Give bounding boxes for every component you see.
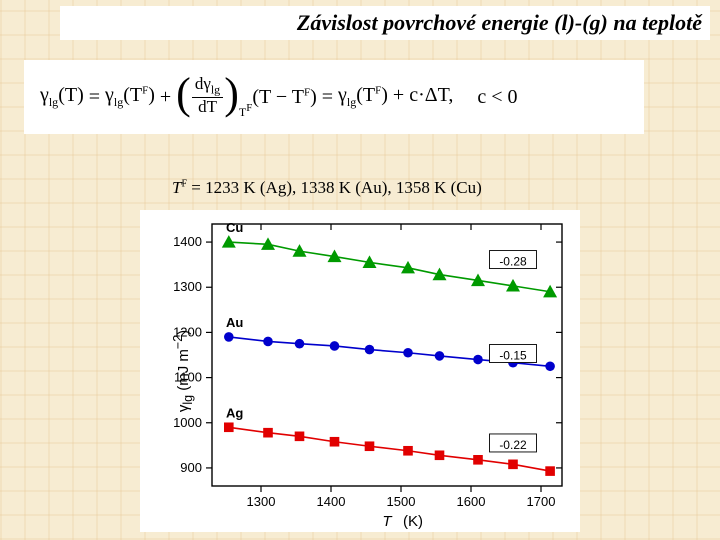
eq-sub: TF <box>239 102 252 120</box>
svg-text:900: 900 <box>180 460 202 475</box>
eq-lhs: γlg(T) <box>40 84 84 110</box>
page-title: Závislost povrchové energie (l)-(g) na t… <box>60 6 710 40</box>
chart: γlg (mJ m−2) 130014001500160017009001000… <box>140 210 580 532</box>
eq-term1a: γlg(TF) <box>105 84 155 110</box>
chart-svg: 1300140015001600170090010001100120013001… <box>140 210 580 532</box>
svg-text:-0.28: -0.28 <box>499 255 527 269</box>
svg-text:1400: 1400 <box>173 234 202 249</box>
svg-text:1700: 1700 <box>527 494 556 509</box>
equation: γlg(T) = γlg(TF) + ( dγlg dT ) TF (T − T… <box>24 60 644 134</box>
tf-values: TF = 1233 K (Ag), 1338 K (Au), 1358 K (C… <box>172 178 482 198</box>
eq-rparen: ) <box>224 79 239 110</box>
eq-eq1: = <box>84 86 105 109</box>
svg-text:1000: 1000 <box>173 415 202 430</box>
eq-eq2: = <box>317 86 338 109</box>
svg-text:T: T <box>382 513 393 530</box>
eq-term2b: (T − TF) <box>252 86 316 109</box>
svg-text:(K): (K) <box>403 513 423 530</box>
eq-lparen: ( <box>176 79 191 110</box>
svg-text:-0.15: -0.15 <box>499 349 527 363</box>
eq-rhs2: γlg(TF) + c·ΔT, <box>338 84 453 110</box>
svg-text:1300: 1300 <box>247 494 276 509</box>
svg-text:1500: 1500 <box>387 494 416 509</box>
svg-text:1300: 1300 <box>173 279 202 294</box>
svg-text:1600: 1600 <box>457 494 486 509</box>
eq-cond: c < 0 <box>477 86 517 109</box>
y-axis-label: γlg (mJ m−2) <box>171 330 195 412</box>
svg-text:-0.22: -0.22 <box>499 438 527 452</box>
svg-text:Ag: Ag <box>226 405 243 420</box>
svg-text:Cu: Cu <box>226 220 243 235</box>
eq-frac: dγlg dT <box>192 75 223 116</box>
tf-text: = 1233 K (Ag), 1338 K (Au), 1358 K (Cu) <box>187 178 482 197</box>
svg-text:Au: Au <box>226 315 243 330</box>
eq-plus1: + <box>155 86 176 109</box>
svg-text:1400: 1400 <box>317 494 346 509</box>
